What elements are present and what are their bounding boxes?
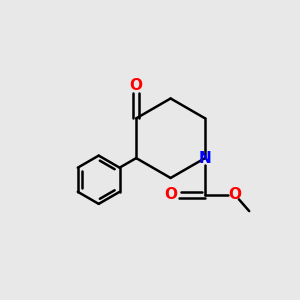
Text: N: N: [199, 151, 212, 166]
Text: O: O: [228, 188, 241, 202]
Text: O: O: [165, 188, 178, 202]
Text: O: O: [130, 78, 143, 93]
